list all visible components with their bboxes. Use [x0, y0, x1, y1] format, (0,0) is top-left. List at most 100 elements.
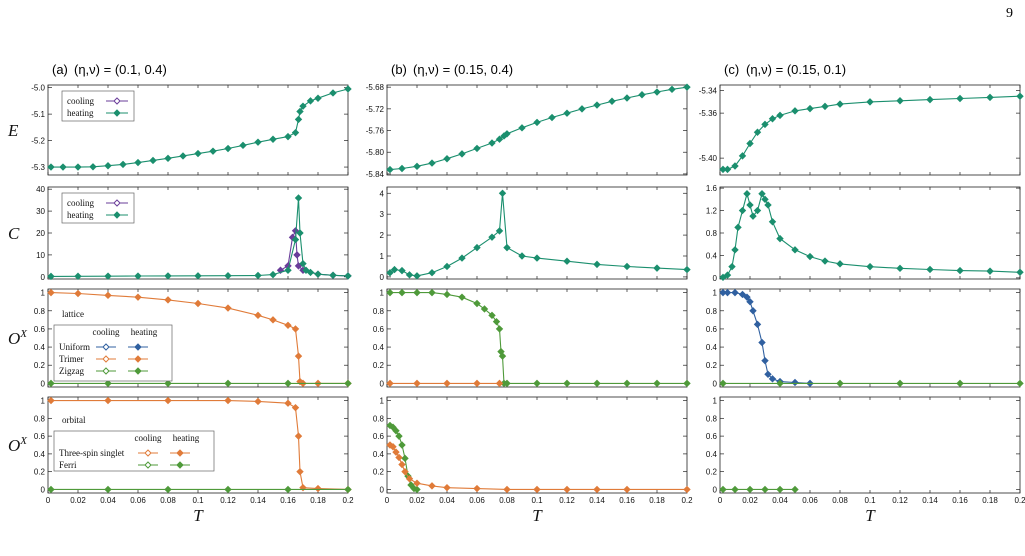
series-heating	[386, 189, 691, 280]
data-point	[896, 97, 904, 105]
y-tick-label: 0.8	[706, 229, 718, 238]
data-point	[291, 325, 300, 333]
panel-a-C: 0 10 20 30 40 cooling heating	[36, 185, 352, 282]
x-tick-label: 0.02	[409, 496, 425, 505]
data-point	[344, 85, 352, 93]
data-point	[134, 158, 142, 167]
data-point	[179, 152, 187, 160]
y-tick-label: 1.2	[706, 207, 718, 216]
data-point	[836, 260, 844, 268]
data-point	[731, 162, 739, 170]
legend-marker	[134, 355, 142, 363]
data-point	[314, 94, 322, 102]
panel-b-C: 0 1 2 3 4	[380, 186, 691, 282]
y-tick-label: 30	[36, 207, 45, 216]
data-point	[533, 254, 541, 262]
data-point	[294, 115, 303, 124]
y-tick-label: -5.1	[31, 110, 45, 119]
panel-label: (a)	[52, 62, 68, 77]
x-tick-label: 0	[46, 496, 51, 505]
data-point	[269, 270, 277, 279]
data-point	[209, 147, 217, 155]
data-point	[503, 130, 511, 138]
data-point	[398, 266, 406, 275]
data-point	[104, 396, 112, 405]
data-point	[89, 163, 97, 171]
panel-a-Orb: 0 0.2 0.4 0.6 0.8 1 0 0.02 0.04 0.06 0.08 0.1 0.12 0.…	[34, 397, 354, 525]
data-point	[896, 379, 904, 388]
data-point	[47, 163, 55, 171]
data-point	[806, 104, 814, 113]
data-point	[395, 453, 403, 462]
y-tick-label: 0.6	[706, 432, 718, 441]
data-point	[398, 441, 406, 449]
data-point	[314, 484, 322, 493]
y-tick-label: 0	[713, 485, 718, 494]
legend-marker	[113, 97, 121, 105]
y-tick-label: 0.2	[34, 468, 46, 477]
data-point	[254, 311, 262, 320]
x-tick-label: 0.12	[559, 496, 575, 505]
plot-frame	[386, 396, 688, 494]
data-point	[314, 270, 322, 278]
data-point	[443, 483, 451, 492]
data-point	[294, 194, 303, 202]
data-point	[956, 94, 964, 103]
data-point	[284, 266, 292, 274]
series-zigzag	[386, 288, 691, 388]
data-point	[74, 289, 82, 298]
y-tick-label: -5.80	[366, 148, 385, 157]
data-point	[294, 432, 303, 440]
series-uniform	[719, 288, 814, 388]
y-tick-label: 0	[380, 379, 385, 388]
panel-b-E: -5.84 -5.80 -5.76 -5.72 -5.68	[366, 83, 691, 179]
data-point	[119, 160, 127, 169]
series-heating	[47, 85, 352, 171]
data-point	[405, 475, 414, 483]
data-point	[284, 321, 292, 330]
data-point	[503, 379, 511, 388]
data-point	[746, 201, 754, 209]
data-point	[386, 379, 394, 388]
data-point	[291, 128, 300, 137]
data-point	[956, 379, 964, 388]
panel-c-O: 0 0.2 0.4 0.6 0.8 1	[706, 288, 1024, 388]
x-tick-label: 0.1	[192, 496, 204, 505]
data-point	[593, 260, 601, 269]
data-point	[149, 156, 157, 165]
y-tick-label: 4	[380, 189, 385, 198]
data-point	[74, 272, 82, 280]
data-point	[593, 379, 601, 388]
legend-marker	[176, 461, 184, 469]
x-tick-label: 0.12	[892, 496, 908, 505]
y-tick-label: 0.6	[373, 325, 385, 334]
data-point	[74, 163, 82, 171]
data-point	[683, 265, 691, 274]
y-tick-label: 0.2	[706, 361, 718, 370]
legend-label: cooling	[67, 96, 94, 106]
data-point	[284, 399, 292, 407]
data-point	[413, 162, 421, 171]
x-tick-label: 0.2	[1014, 496, 1025, 505]
data-point	[761, 356, 769, 365]
series-trimer	[386, 379, 504, 388]
data-point	[623, 379, 631, 388]
data-point	[458, 150, 466, 158]
data-point	[401, 454, 409, 463]
y-tick-label: 0.6	[34, 325, 46, 334]
data-point	[398, 460, 406, 469]
y-tick-label: 1	[713, 397, 718, 406]
data-point	[405, 271, 414, 279]
data-point	[768, 218, 777, 226]
data-point	[956, 266, 964, 275]
data-point	[488, 139, 496, 147]
panel-title: (η,ν) = (0.1, 0.4)	[74, 62, 167, 77]
y-tick-label: -5.0	[31, 84, 45, 93]
y-tick-label: 0.8	[34, 307, 46, 316]
data-point	[719, 273, 727, 282]
series-heating	[719, 92, 1024, 174]
x-tick-label: 0.16	[619, 496, 635, 505]
legend: cooling heating Uniform Trimer Zigzag	[53, 324, 173, 382]
y-tick-label: 0.4	[34, 450, 46, 459]
data-point	[299, 483, 307, 492]
